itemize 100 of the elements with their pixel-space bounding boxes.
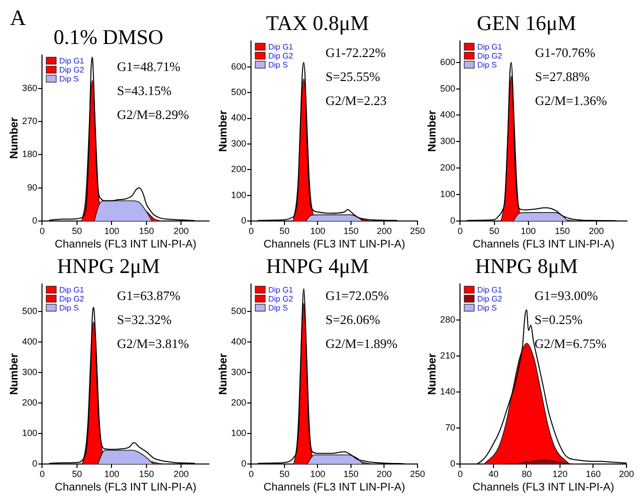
x-tick-label: 160 — [586, 468, 601, 479]
x-tick-label: 100 — [310, 226, 326, 236]
x-tick-label: 200 — [588, 226, 604, 236]
legend-label: Dip G2 — [268, 294, 294, 304]
x-tick-label: 250 — [410, 468, 426, 479]
y-tick-label: 280 — [440, 314, 456, 325]
y-tick-label: 600 — [440, 56, 456, 67]
x-axis-title: Channels (FL3 INT LIN-PI-A) — [54, 481, 196, 494]
x-tick-label: 40 — [488, 468, 498, 479]
y-tick-label: 0 — [241, 215, 246, 226]
annotation: S=32.32% — [117, 312, 172, 328]
text: A — [10, 4, 26, 30]
legend-label: Dip G1 — [59, 56, 85, 66]
y-tick-label: 0 — [32, 458, 38, 468]
y-axis-title: Number — [8, 352, 21, 395]
x-tick-label: 200 — [174, 468, 189, 479]
x-tick-label: 0 — [40, 226, 45, 236]
y-axis-title: Number — [218, 110, 230, 152]
y-tick-label: 500 — [231, 306, 246, 316]
y-tick-label: 360 — [22, 82, 38, 93]
x-tick-label: 150 — [554, 226, 570, 236]
legend-label: Dip G1 — [268, 285, 294, 294]
x-axis-title: Channels (FL3 INT LIN-PI-A) — [264, 238, 406, 250]
x-axis-title: Channels (FL3 INT LIN-PI-A) — [472, 238, 614, 250]
y-axis-title: Number — [426, 352, 439, 395]
x-tick-label: 0 — [40, 468, 45, 479]
y-tick-label: 300 — [440, 136, 456, 146]
y-tick-label: 600 — [231, 61, 246, 72]
y-tick-label: 100 — [440, 189, 456, 200]
x-axis-title: Channels (FL3 INT LIN-PI-A) — [264, 481, 406, 494]
y-tick-label: 400 — [440, 110, 456, 120]
x-tick-label: 50 — [489, 226, 500, 236]
x-tick-label: 250 — [410, 226, 426, 236]
annotation: S=25.55% — [325, 69, 380, 84]
legend-label: Dip S — [477, 60, 497, 70]
legend-label: Dip S — [268, 60, 288, 70]
legend-label: Dip G1 — [59, 285, 85, 294]
y-tick-label: 100 — [22, 428, 38, 438]
y-tick-label: 200 — [231, 398, 246, 408]
y-tick-label: 90 — [27, 182, 38, 192]
legend-label: Dip G2 — [477, 294, 503, 304]
chart-title: HNPG 2μM — [57, 254, 160, 278]
y-tick-label: 70 — [445, 422, 456, 433]
y-tick-label: 300 — [231, 367, 246, 378]
y-tick-label: 200 — [22, 398, 38, 408]
legend-label: Dip G1 — [477, 285, 503, 294]
x-tick-label: 100 — [104, 468, 120, 479]
y-tick-label: 0 — [32, 215, 38, 226]
chart-title: 0.1% DMSO — [54, 25, 164, 50]
x-tick-label: 100 — [310, 468, 326, 479]
annotation: G2/M=2.23 — [325, 93, 387, 108]
y-tick-label: 200 — [231, 164, 246, 174]
x-tick-label: 50 — [279, 226, 290, 236]
y-tick-label: 100 — [231, 190, 246, 200]
annotation: G2/M=3.81% — [117, 336, 190, 352]
y-axis-title: Number — [426, 110, 439, 152]
x-tick-label: 150 — [138, 226, 154, 236]
y-tick-label: 500 — [22, 306, 38, 316]
legend-label: Dip S — [477, 303, 497, 312]
y-tick-label: 0 — [450, 215, 456, 226]
annotation: G1-70.76% — [535, 45, 596, 60]
y-tick-label: 200 — [440, 162, 456, 173]
y-tick-label: 0 — [241, 458, 246, 468]
x-tick-label: 100 — [104, 226, 120, 236]
y-axis-title: Number — [218, 352, 230, 395]
y-axis-title: Number — [8, 116, 21, 159]
legend-label: Dip G1 — [268, 42, 294, 52]
x-tick-label: 200 — [376, 226, 392, 236]
x-tick-label: 200 — [376, 468, 392, 479]
legend-label: Dip G2 — [59, 294, 85, 304]
y-tick-label: 400 — [22, 336, 38, 347]
y-tick-label: 500 — [231, 87, 246, 98]
chart-title: GEN 16μM — [476, 11, 576, 36]
x-tick-label: 150 — [343, 226, 358, 236]
x-tick-label: 100 — [520, 226, 536, 236]
x-axis-title: Channels (FL3 INT LIN-PI-A) — [472, 481, 614, 494]
legend-label: Dip G2 — [268, 51, 294, 60]
y-tick-label: 400 — [231, 112, 246, 123]
x-tick-label: 200 — [618, 468, 634, 479]
y-tick-label: 300 — [22, 367, 38, 378]
chart-title: TAX 0.8μM — [266, 11, 370, 36]
y-tick-label: 500 — [440, 83, 456, 94]
y-tick-label: 180 — [22, 149, 38, 160]
annotation: S=0.25% — [534, 312, 583, 328]
x-tick-label: 50 — [279, 468, 290, 479]
chart-title: HNPG 8μM — [475, 254, 578, 278]
x-tick-label: 0 — [458, 226, 463, 236]
y-tick-label: 140 — [440, 386, 456, 397]
annotation: G1=93.00% — [534, 288, 598, 304]
legend-label: Dip S — [268, 303, 288, 312]
legend-label: Dip S — [59, 74, 79, 84]
x-tick-label: 0 — [458, 468, 463, 479]
x-tick-label: 150 — [138, 468, 154, 479]
annotation: S=26.06% — [325, 312, 380, 328]
annotation: G2/M=8.29% — [117, 107, 190, 122]
x-tick-label: 50 — [72, 226, 82, 236]
annotation: G1=63.87% — [117, 288, 180, 304]
x-tick-label: 0 — [248, 226, 254, 236]
annotation: G2/M=1.89% — [325, 336, 398, 352]
y-tick-label: 210 — [440, 350, 456, 361]
